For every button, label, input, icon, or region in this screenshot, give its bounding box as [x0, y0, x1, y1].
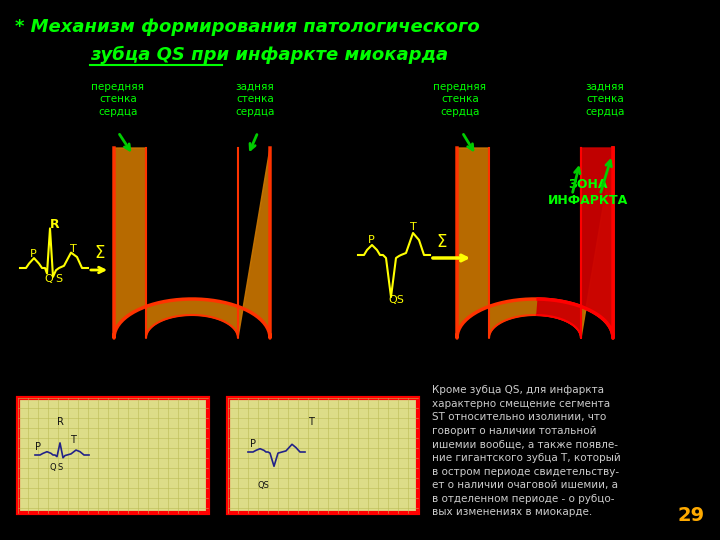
Text: P: P — [368, 235, 374, 245]
Text: T: T — [308, 417, 314, 427]
Text: ЗОНА
ИНФАРКТА: ЗОНА ИНФАРКТА — [548, 178, 628, 207]
Text: S: S — [57, 463, 62, 472]
Text: Σ: Σ — [94, 244, 104, 262]
Text: S: S — [55, 274, 62, 284]
Text: P: P — [250, 439, 256, 449]
Text: 29: 29 — [678, 506, 705, 525]
Text: * Механизм формирования патологического: * Механизм формирования патологического — [15, 18, 480, 36]
Bar — [18, 398, 208, 513]
Text: передняя
стенка
сердца: передняя стенка сердца — [433, 82, 487, 117]
Text: P: P — [30, 249, 37, 259]
Text: QS: QS — [388, 295, 404, 305]
Text: Q: Q — [44, 274, 53, 284]
Text: QS: QS — [258, 481, 270, 490]
Text: Кроме зубца QS, для инфаркта
характерно смещение сегмента
ST относительно изолин: Кроме зубца QS, для инфаркта характерно … — [432, 385, 621, 517]
Text: T: T — [70, 244, 77, 254]
Polygon shape — [457, 148, 613, 338]
Text: T: T — [70, 435, 76, 445]
Polygon shape — [114, 148, 270, 338]
Text: R: R — [57, 417, 64, 427]
Text: T: T — [410, 222, 417, 232]
Text: Σ: Σ — [436, 233, 446, 251]
Text: зубца QS при инфаркте миокарда: зубца QS при инфаркте миокарда — [90, 46, 448, 64]
Text: R: R — [50, 218, 60, 231]
Bar — [228, 398, 418, 513]
Text: Q: Q — [50, 463, 57, 472]
Text: передняя
стенка
сердца: передняя стенка сердца — [91, 82, 145, 117]
Text: P: P — [35, 442, 41, 452]
Polygon shape — [537, 148, 613, 338]
Text: задняя
стенка
сердца: задняя стенка сердца — [235, 82, 275, 117]
Text: задняя
стенка
сердца: задняя стенка сердца — [585, 82, 625, 117]
